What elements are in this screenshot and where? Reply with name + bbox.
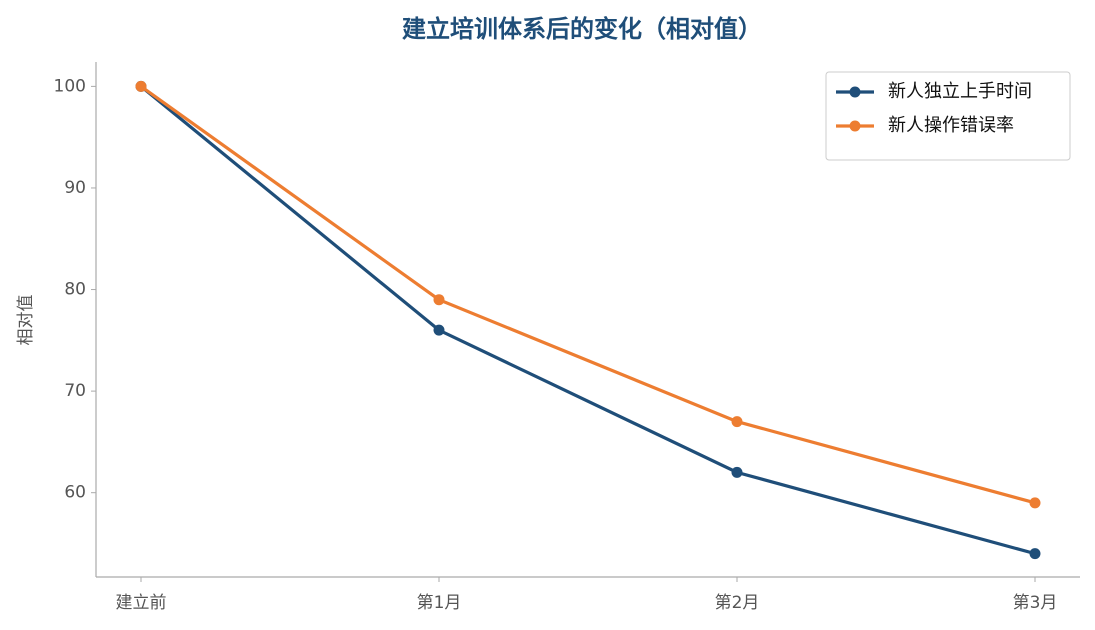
series-line <box>139 85 1036 556</box>
x-tick-label: 第3月 <box>1013 593 1058 613</box>
legend-marker <box>849 120 861 132</box>
chart-title: 建立培训体系后的变化（相对值） <box>402 15 762 43</box>
data-point <box>1029 548 1041 560</box>
legend-label: 新人独立上手时间 <box>888 81 1032 102</box>
data-point <box>731 466 743 478</box>
y-tick-label: 80 <box>64 280 86 300</box>
data-point <box>731 416 743 428</box>
y-tick-label: 60 <box>64 483 86 503</box>
data-point <box>135 80 147 92</box>
y-axis-label: 相对值 <box>16 295 36 346</box>
x-tick-label: 第2月 <box>715 593 760 613</box>
series-line <box>140 85 1036 505</box>
data-point <box>433 294 445 306</box>
x-tick-label: 第1月 <box>417 593 462 613</box>
data-point <box>433 324 445 336</box>
legend-label: 新人操作错误率 <box>888 115 1014 136</box>
y-tick-label: 70 <box>64 381 86 401</box>
y-tick-label: 100 <box>54 76 86 96</box>
data-point <box>1029 497 1041 509</box>
legend-box <box>825 71 1071 161</box>
x-tick-label: 建立前 <box>116 593 167 613</box>
legend-marker <box>849 86 861 98</box>
y-tick-label: 90 <box>64 178 86 198</box>
